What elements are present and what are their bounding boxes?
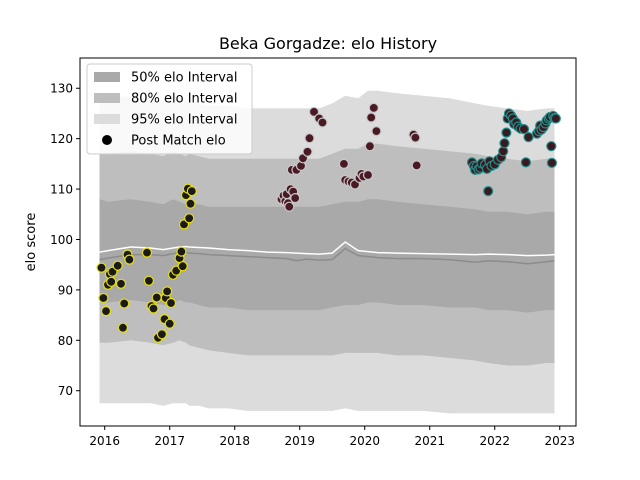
y-axis-label: elo score — [24, 213, 39, 272]
x-tick-label: 2017 — [154, 434, 185, 448]
post-match-point — [117, 322, 129, 333]
legend-label: 50% elo Interval — [131, 71, 238, 86]
median-line — [99, 247, 555, 265]
interval-bands — [99, 90, 555, 414]
post-match-point — [151, 292, 162, 303]
legend-swatch — [94, 72, 120, 82]
post-match-point — [518, 124, 530, 135]
post-match-point — [411, 160, 422, 171]
post-match-point — [106, 276, 117, 287]
post-match-point — [176, 246, 187, 257]
x-tick-label: 2019 — [284, 434, 315, 448]
post-match-point — [100, 306, 112, 317]
post-match-point — [302, 146, 313, 157]
legend-swatch — [94, 93, 120, 103]
post-match-point — [362, 169, 374, 181]
legend-box — [86, 63, 253, 155]
y-tick-label: 130 — [50, 82, 73, 96]
post-match-point — [410, 132, 421, 143]
legend-label: 80% elo Interval — [131, 92, 238, 107]
post-match-point — [165, 297, 177, 309]
post-match-point — [185, 198, 196, 209]
post-match-point — [156, 329, 167, 340]
post-match-point — [546, 141, 557, 152]
x-tick-label: 2020 — [349, 434, 380, 448]
mean-line — [99, 241, 555, 257]
post-match-point — [483, 186, 494, 197]
post-match-point — [284, 201, 295, 212]
y-tick-label: 80 — [58, 334, 73, 348]
post-match-point — [162, 286, 173, 297]
chart-title: Beka Gorgadze: elo History — [219, 34, 437, 53]
y-tick-label: 100 — [50, 233, 73, 247]
post-match-point — [141, 247, 153, 258]
legend-label: Post Match elo — [131, 134, 226, 149]
post-match-point — [98, 292, 109, 304]
post-match-point — [186, 186, 197, 197]
y-tick-label: 70 — [58, 384, 73, 398]
legend-swatch — [94, 114, 120, 124]
post-match-point — [143, 275, 154, 286]
post-match-point — [371, 126, 382, 137]
post-match-point — [290, 193, 301, 204]
post-match-point — [148, 303, 159, 314]
plot-frame — [79, 57, 577, 427]
y-axis: 70 80 90 100 110 120 130 — [50, 82, 80, 398]
x-tick-label: 2018 — [219, 434, 250, 448]
post-match-point — [164, 318, 175, 329]
post-match-point — [546, 157, 558, 168]
post-match-point — [366, 112, 377, 123]
post-match-point — [520, 157, 532, 168]
x-tick-label: 2016 — [89, 434, 120, 448]
trend-lines — [99, 241, 555, 265]
post-match-point — [523, 132, 534, 143]
x-tick-label: 2023 — [544, 434, 575, 448]
legend: 50% elo Interval 80% elo Interval 95% elo … — [86, 63, 253, 155]
post-match-point — [96, 262, 107, 273]
legend-label: 95% elo Interval — [131, 113, 238, 128]
post-match-points — [96, 102, 561, 343]
post-match-point — [184, 213, 195, 224]
post-match-point — [368, 102, 379, 114]
post-match-point — [119, 298, 130, 309]
post-match-point — [177, 261, 188, 272]
post-match-point — [308, 106, 320, 118]
x-axis: 2016 2017 2018 2019 2020 2021 2022 2023 — [89, 426, 575, 448]
post-match-point — [124, 254, 135, 265]
post-match-point — [115, 278, 127, 289]
post-match-point — [550, 113, 561, 124]
post-match-point — [338, 158, 349, 169]
y-tick-label: 90 — [58, 283, 73, 297]
post-match-point — [317, 117, 328, 128]
band-50 — [99, 199, 555, 313]
post-match-point — [501, 127, 512, 138]
x-tick-label: 2021 — [414, 434, 445, 448]
post-match-point — [499, 138, 510, 149]
post-match-point — [498, 146, 509, 157]
x-tick-label: 2022 — [479, 434, 510, 448]
post-match-point — [112, 260, 123, 271]
post-match-point — [304, 133, 315, 144]
y-tick-label: 110 — [50, 183, 73, 197]
post-match-point — [364, 141, 375, 152]
legend-marker — [102, 135, 112, 145]
y-tick-label: 120 — [50, 132, 73, 146]
